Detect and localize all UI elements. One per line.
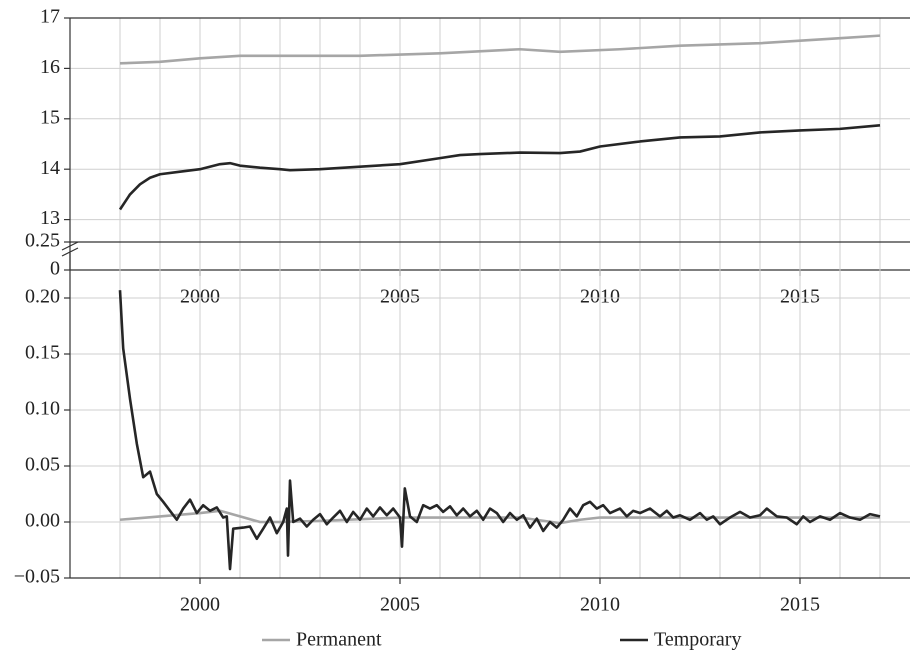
y-tick-label: 16 — [40, 56, 60, 78]
y-tick-label: 17 — [40, 6, 60, 28]
x-tick-label: 2005 — [380, 594, 420, 616]
x-tick-label: 2015 — [780, 594, 820, 616]
data-line — [119, 34, 881, 65]
y-tick-label: 0.10 — [25, 398, 60, 420]
legend-label: Permanent — [296, 629, 382, 651]
data-line — [118, 124, 881, 211]
legend-label: Temporary — [654, 629, 741, 651]
x-tick-label: 2000 — [180, 594, 220, 616]
data-line — [118, 290, 881, 571]
y-tick-label: 0 — [50, 258, 60, 280]
y-tick-label: 0.00 — [25, 510, 60, 532]
y-tick-label: 0.20 — [25, 286, 60, 308]
x-tick-label: 2010 — [580, 594, 620, 616]
y-tick-label: 0.25 — [25, 230, 60, 252]
y-tick-label: 0.15 — [25, 342, 60, 364]
y-tick-label: 14 — [40, 157, 60, 179]
y-tick-label: 13 — [40, 207, 60, 229]
y-tick-label: 15 — [40, 106, 60, 128]
y-tick-label: 0.05 — [25, 454, 60, 476]
y-tick-label: −0.05 — [14, 566, 60, 588]
